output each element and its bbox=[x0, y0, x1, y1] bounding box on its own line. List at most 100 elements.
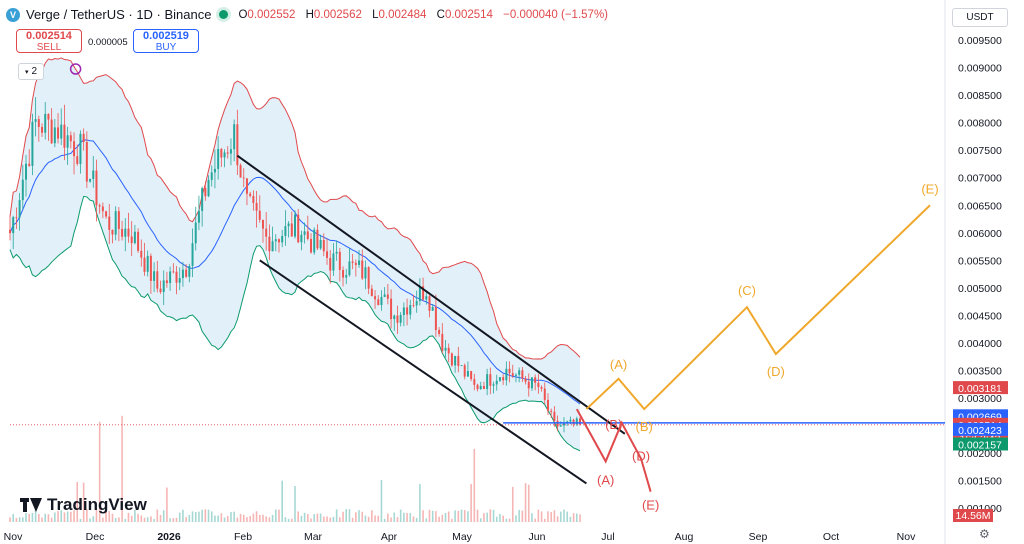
candle-body bbox=[108, 216, 111, 230]
volume-bar bbox=[182, 509, 184, 522]
candle-body bbox=[181, 269, 184, 279]
volume-bar bbox=[210, 511, 213, 522]
currency-selector[interactable]: USDT bbox=[952, 8, 1008, 27]
candle-body bbox=[197, 210, 200, 223]
x-tick-label: Aug bbox=[675, 531, 694, 543]
candle-body bbox=[50, 119, 53, 144]
candle-body bbox=[95, 170, 98, 206]
volume-bar bbox=[262, 514, 264, 522]
indicator-toggle[interactable]: ▾ 2 bbox=[18, 63, 44, 80]
volume-bar bbox=[121, 415, 123, 522]
candle-body bbox=[294, 214, 296, 237]
candle-body bbox=[418, 286, 421, 302]
volume-bar bbox=[460, 509, 463, 522]
price-tag bbox=[953, 437, 1008, 451]
volume-bar bbox=[345, 509, 348, 522]
volume-bar bbox=[463, 510, 466, 522]
candle-body bbox=[41, 126, 44, 133]
volume-bar bbox=[73, 510, 75, 522]
candle-body bbox=[386, 294, 389, 299]
volume-bar bbox=[255, 511, 258, 522]
candle-body bbox=[37, 119, 40, 127]
wave-label: (D) bbox=[767, 364, 785, 379]
y-tick-label: 0.006500 bbox=[958, 200, 1002, 212]
volume-bar bbox=[246, 517, 248, 522]
candle-body bbox=[249, 193, 252, 196]
volume-bar bbox=[214, 515, 216, 522]
candle-body bbox=[12, 217, 15, 234]
volume-bar bbox=[406, 512, 408, 522]
high-marker-icon bbox=[69, 63, 82, 75]
volume-bar bbox=[185, 517, 187, 522]
volume-bar bbox=[550, 512, 552, 522]
wave-label: (B) bbox=[605, 417, 622, 432]
volume-bar bbox=[508, 518, 511, 522]
candle-body bbox=[473, 379, 476, 385]
sell-button[interactable]: 0.002514 SELL bbox=[16, 29, 82, 53]
candle-body bbox=[364, 267, 367, 279]
x-tick-label: Dec bbox=[86, 531, 105, 543]
buy-button[interactable]: 0.002519 BUY bbox=[133, 29, 199, 53]
bullish-wave-projection[interactable] bbox=[585, 204, 931, 411]
candle-body bbox=[553, 411, 556, 421]
volume-bar bbox=[364, 515, 367, 522]
candle-body bbox=[492, 384, 495, 386]
candle-body bbox=[101, 206, 104, 212]
bearish-wave-projection[interactable] bbox=[575, 408, 652, 492]
gear-icon[interactable]: ⚙ bbox=[979, 527, 990, 541]
candle-body bbox=[130, 236, 133, 244]
volume-bar bbox=[278, 509, 280, 522]
volume-bar bbox=[76, 481, 79, 522]
x-tick-label: Jun bbox=[529, 531, 546, 543]
volume-bar bbox=[441, 514, 444, 522]
volume-bar bbox=[143, 517, 146, 522]
candle-body bbox=[348, 261, 351, 276]
volume-bar bbox=[127, 512, 130, 522]
candle-body bbox=[518, 370, 521, 375]
candle-body bbox=[470, 371, 473, 380]
candle-body bbox=[521, 370, 524, 379]
volume-bar bbox=[294, 486, 296, 522]
channel-upper-line[interactable] bbox=[236, 154, 626, 435]
volume-bar bbox=[537, 509, 540, 522]
candle-body bbox=[505, 368, 508, 381]
volume-bar bbox=[447, 511, 450, 522]
volume-bar bbox=[559, 511, 562, 522]
volume-bar bbox=[415, 517, 418, 522]
volume-bar bbox=[310, 518, 312, 522]
candle-body bbox=[229, 149, 232, 154]
volume-bar bbox=[38, 513, 40, 522]
candle-body bbox=[428, 296, 431, 311]
volume-bar bbox=[105, 510, 107, 522]
candle-body bbox=[441, 333, 444, 351]
candle-body bbox=[117, 211, 120, 229]
volume-bar bbox=[191, 511, 194, 522]
volume-bar bbox=[358, 510, 360, 522]
candle-body bbox=[233, 124, 236, 150]
volume-bar bbox=[34, 509, 37, 522]
candle-body bbox=[188, 265, 191, 277]
volume-bar bbox=[198, 511, 200, 522]
candle-body bbox=[367, 267, 370, 289]
channel-lower-line[interactable] bbox=[259, 259, 587, 485]
volume-bar bbox=[271, 514, 274, 522]
volume-bar bbox=[425, 518, 428, 522]
candle-body bbox=[486, 374, 489, 389]
volume-bar bbox=[326, 516, 328, 522]
y-tick-label: 0.008000 bbox=[958, 118, 1002, 130]
volume-bar bbox=[566, 511, 568, 522]
volume-bar bbox=[108, 510, 111, 522]
candle-body bbox=[434, 307, 437, 330]
candle-body bbox=[370, 288, 373, 297]
x-tick-label: Apr bbox=[381, 531, 398, 543]
candle-body bbox=[124, 228, 127, 237]
y-tick-label: 0.005500 bbox=[958, 255, 1002, 267]
candle-body bbox=[335, 251, 338, 254]
candle-body bbox=[390, 298, 393, 320]
symbol-title[interactable]: Verge / TetherUS · 1D · Binance bbox=[26, 7, 212, 22]
candle-body bbox=[524, 378, 527, 382]
volume-bar bbox=[150, 516, 152, 522]
candle-body bbox=[566, 421, 569, 423]
volume-bar bbox=[207, 509, 210, 522]
